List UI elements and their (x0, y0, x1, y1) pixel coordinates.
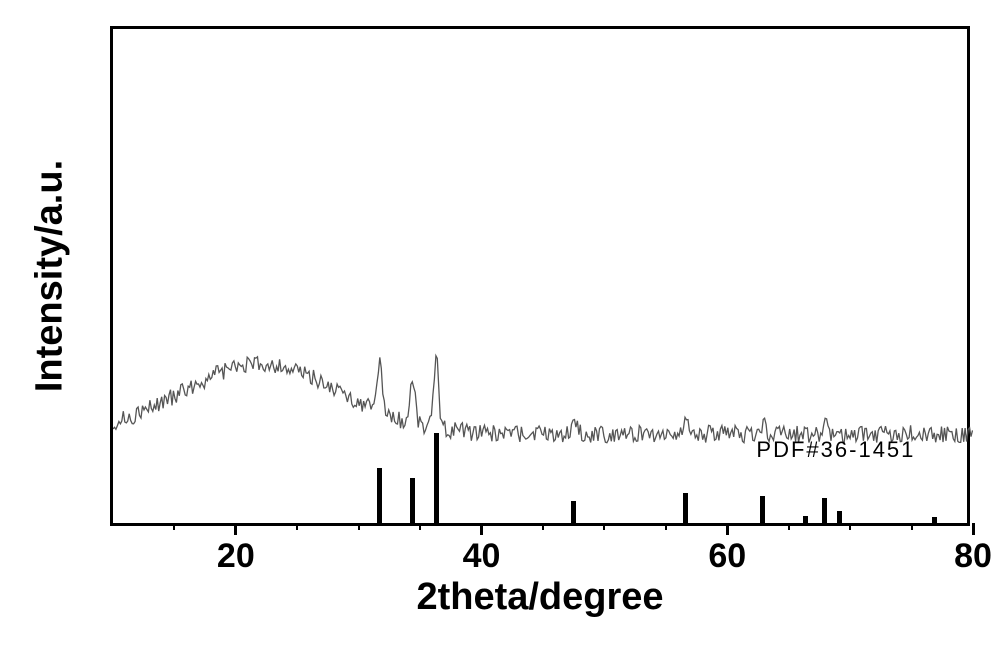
x-tick (480, 523, 483, 535)
x-minor-tick (296, 523, 298, 530)
reference-bar (434, 433, 439, 523)
x-minor-tick (911, 523, 913, 530)
reference-bar (410, 478, 415, 523)
xrd-curve (113, 356, 973, 443)
reference-bar (932, 517, 937, 523)
reference-bar (837, 511, 842, 524)
x-minor-tick (542, 523, 544, 530)
plot-area: PDF#36-1451 20406080 (110, 26, 970, 526)
pdf-reference-label: PDF#36-1451 (756, 437, 915, 463)
reference-bar (822, 498, 827, 523)
x-minor-tick (665, 523, 667, 530)
x-tick (972, 523, 975, 535)
x-minor-tick (358, 523, 360, 530)
reference-bar (377, 468, 382, 523)
x-minor-tick (173, 523, 175, 530)
x-minor-tick (603, 523, 605, 530)
x-minor-tick (788, 523, 790, 530)
x-tick (726, 523, 729, 535)
reference-bar (803, 516, 808, 524)
reference-bar (683, 493, 688, 523)
x-axis-label: 2theta/degree (416, 576, 663, 619)
xrd-figure: Intensity/a.u. PDF#36-1451 20406080 2the… (0, 0, 1000, 647)
x-tick (234, 523, 237, 535)
reference-bar (571, 501, 576, 524)
x-minor-tick (849, 523, 851, 530)
x-tick-label: 20 (217, 537, 255, 576)
x-tick-label: 80 (954, 537, 992, 576)
x-tick-label: 40 (463, 537, 501, 576)
x-tick-label: 60 (708, 537, 746, 576)
y-axis-label: Intensity/a.u. (29, 160, 72, 392)
reference-bar (760, 496, 765, 524)
x-minor-tick (419, 523, 421, 530)
